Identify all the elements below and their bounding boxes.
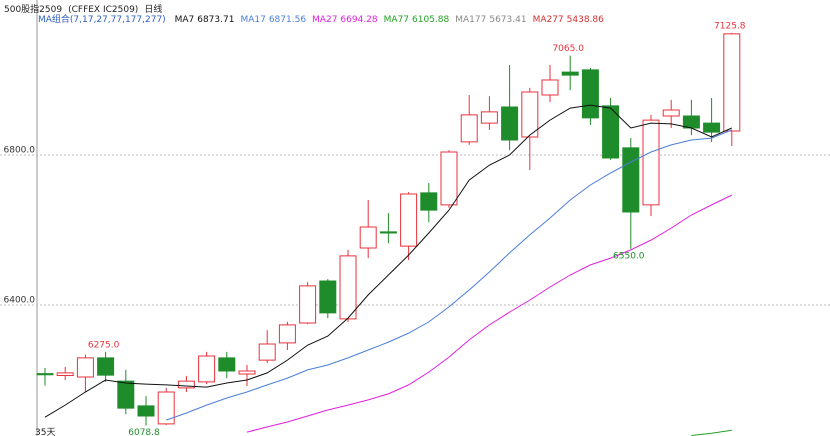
legend-value: 6873.71 [197,15,235,25]
visible-count: 35天 [35,428,56,436]
candle-body [561,71,579,76]
candle-body [198,355,216,383]
legend-entry: MA27 6694.28 [312,15,378,25]
header: 500股指2509 (CFFEX IC2509) 日线 [4,2,168,15]
legend-entry: MA7 6873.71 [175,15,235,25]
legend-value: 6105.88 [412,15,450,25]
period[interactable]: 日线 [144,5,163,15]
candle-body [56,372,74,377]
ma-line [246,194,733,433]
candle-body [440,151,458,206]
candle-body [602,105,620,159]
candle-body [723,33,741,132]
ma-line [44,104,733,418]
legend-value: 6694.28 [340,15,378,25]
candle-body [622,147,640,213]
candle-body [36,373,54,376]
candle-body [177,380,195,389]
legend-entry: MA77 6105.88 [384,15,450,25]
candle-body [359,226,377,249]
candle-body [76,357,94,378]
y-tick-label: 6400.0 [4,296,36,306]
candle-body [137,405,155,417]
ma-line [166,129,732,421]
extreme-label: 7065.0 [552,44,584,54]
candle-body [662,109,680,117]
candle-body [319,280,337,314]
extreme-label: 6275.0 [88,340,120,350]
legend-name: MA17 [240,15,266,25]
y-tick-label: 6800.0 [4,145,36,155]
candle-body [379,231,397,234]
legend-entry: MA17 6871.56 [240,15,306,25]
candle-body [238,370,256,375]
legend-value: 5673.41 [489,15,527,25]
legend-name: MA27 [312,15,338,25]
ma-line [691,429,732,436]
candle-body [501,106,519,141]
extreme-label: 6078.8 [128,428,160,436]
candle-body [521,91,539,138]
candle-body [460,114,478,143]
extreme-label: 6550.0 [613,251,645,261]
legend-name: MA277 [532,15,564,25]
legend-name: MA77 [383,15,410,25]
legend: MA组合(7,17,27,77,177,277) MA7 6873.71 MA17 6… [38,12,610,25]
candle-body [299,285,317,324]
ma-label[interactable]: MA组合(7,17,27,77,177,277) [38,15,166,25]
legend-entry: MA277 5438.86 [533,15,604,25]
candle-body [420,192,438,211]
candle-body [642,119,660,206]
legend-value: 5438.86 [566,15,604,25]
candle-body [703,122,721,133]
candle-body [278,324,296,344]
candle-body [339,255,357,320]
candle-body [682,115,700,129]
legend-value: 6871.56 [268,15,307,25]
candle-body [258,343,276,361]
candle-body [97,357,115,376]
chart-subtitle: (CFFEX IC2509) [68,5,139,15]
candle-body [117,380,135,409]
candle-body [541,79,559,96]
extreme-label: 7125.8 [714,21,746,31]
legend-name: MA177 [455,15,487,25]
candle-body [480,111,498,124]
candle-body [218,357,236,372]
candle-body [400,193,418,247]
candle-body [581,69,599,119]
candle-body [157,391,175,425]
legend-name: MA7 [174,15,195,25]
legend-entry: MA177 5673.41 [455,15,526,25]
chart-title[interactable]: 500股指2509 [4,5,63,15]
